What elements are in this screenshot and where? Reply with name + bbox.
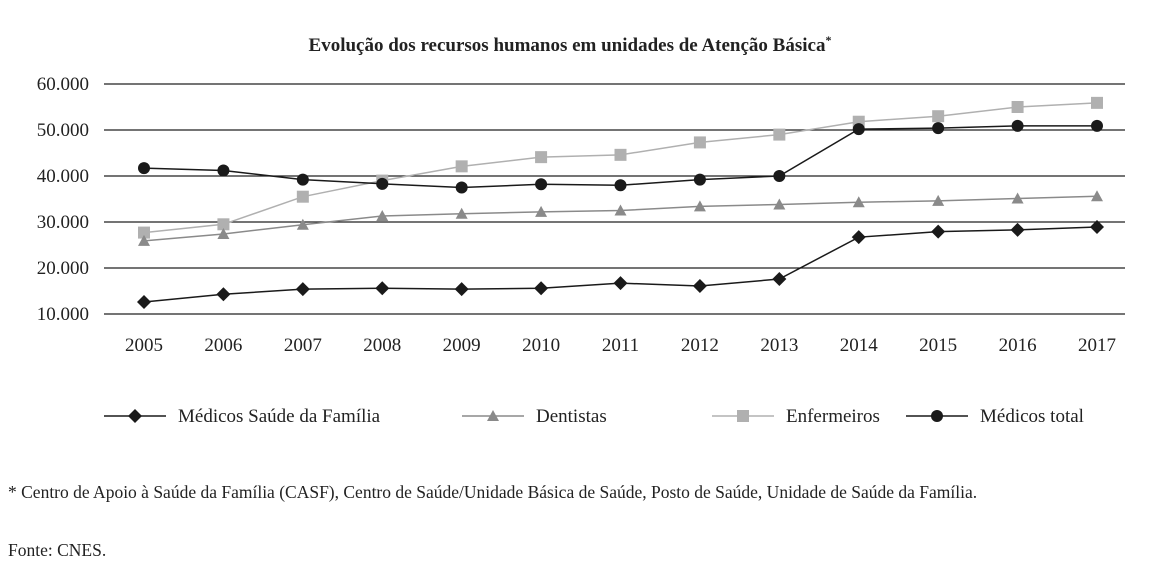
legend-item: Enfermeiros bbox=[712, 406, 880, 427]
data-point bbox=[455, 181, 468, 194]
data-point bbox=[535, 151, 548, 164]
series-square bbox=[138, 96, 1103, 239]
series-diamond bbox=[137, 220, 1104, 310]
y-tick-labels: 10.000 20.000 30.000 40.000 50.000 60.000 bbox=[37, 74, 89, 325]
x-tick-label: 2015 bbox=[919, 335, 957, 356]
data-point bbox=[693, 200, 706, 212]
data-point bbox=[852, 123, 865, 136]
data-point bbox=[613, 276, 628, 291]
legend-label: Enfermeiros bbox=[786, 406, 880, 427]
data-point bbox=[773, 198, 786, 210]
series-triangle bbox=[138, 190, 1103, 246]
data-point bbox=[692, 278, 707, 293]
data-point bbox=[932, 122, 945, 135]
data-point bbox=[455, 160, 468, 173]
legend-item: Médicos total bbox=[906, 406, 1084, 427]
data-point bbox=[138, 226, 150, 239]
data-point bbox=[931, 224, 946, 239]
grid bbox=[104, 83, 1125, 315]
data-point bbox=[614, 204, 627, 216]
data-point bbox=[295, 282, 310, 297]
legend-item: Médicos Saúde da Família bbox=[104, 406, 381, 427]
y-tick-label: 20.000 bbox=[37, 258, 89, 279]
data-point bbox=[217, 164, 230, 177]
chart: Evolução dos recursos humanos em unidade… bbox=[37, 33, 1125, 427]
data-point bbox=[932, 194, 945, 206]
legend-marker bbox=[487, 410, 499, 421]
data-point bbox=[376, 210, 389, 222]
data-point bbox=[296, 218, 309, 230]
legend-label: Médicos total bbox=[980, 406, 1084, 427]
legend-marker bbox=[931, 410, 943, 422]
data-point bbox=[376, 177, 389, 190]
data-point bbox=[217, 227, 230, 239]
footnote: * Centro de Apoio à Saúde da Família (CA… bbox=[8, 482, 978, 502]
data-point bbox=[454, 282, 469, 297]
data-point bbox=[1091, 119, 1103, 132]
data-point bbox=[1011, 192, 1024, 204]
data-point bbox=[137, 295, 151, 310]
x-tick-label: 2013 bbox=[760, 335, 798, 356]
data-point bbox=[932, 110, 945, 123]
data-point bbox=[1091, 96, 1103, 109]
data-point bbox=[138, 162, 150, 175]
data-point bbox=[693, 173, 706, 186]
data-point bbox=[375, 281, 390, 296]
data-point bbox=[693, 136, 706, 149]
x-tick-label: 2010 bbox=[522, 335, 560, 356]
data-point bbox=[772, 272, 787, 287]
data-point bbox=[1090, 220, 1104, 235]
x-tick-label: 2008 bbox=[363, 335, 401, 356]
data-point bbox=[1091, 190, 1103, 202]
series-circle bbox=[138, 119, 1103, 194]
data-point bbox=[534, 281, 549, 296]
series-line bbox=[143, 226, 1098, 303]
data-point bbox=[216, 287, 231, 302]
y-tick-label: 50.000 bbox=[37, 120, 89, 141]
x-tick-label: 2006 bbox=[204, 335, 242, 356]
data-point bbox=[773, 128, 786, 141]
legend-marker bbox=[128, 409, 142, 423]
x-tick-label: 2011 bbox=[602, 335, 639, 356]
x-tick-label: 2007 bbox=[284, 335, 322, 356]
chart-title: Evolução dos recursos humanos em unidade… bbox=[309, 33, 832, 56]
data-point bbox=[1010, 222, 1025, 237]
x-tick-label: 2017 bbox=[1078, 335, 1116, 356]
x-tick-label: 2012 bbox=[681, 335, 719, 356]
legend-label: Dentistas bbox=[536, 406, 607, 427]
data-point bbox=[773, 170, 786, 182]
data-point bbox=[535, 178, 548, 191]
x-tick-label: 2009 bbox=[443, 335, 481, 356]
data-point bbox=[1011, 101, 1024, 113]
legend-marker bbox=[737, 410, 749, 422]
legend: Médicos Saúde da Família Dentistas Enferme… bbox=[104, 406, 1084, 427]
y-tick-label: 40.000 bbox=[37, 166, 89, 187]
data-point bbox=[296, 190, 309, 203]
x-tick-label: 2014 bbox=[840, 335, 879, 356]
legend-label: Médicos Saúde da Família bbox=[178, 406, 381, 427]
data-point bbox=[217, 218, 230, 231]
x-tick-labels: 2005 2006 2007 2008 2009 2010 2011 2012 2013 2014… bbox=[125, 335, 1116, 356]
chart-title-text: Evolução dos recursos humanos em unidade… bbox=[309, 35, 826, 56]
y-tick-label: 60.000 bbox=[37, 74, 89, 95]
y-tick-label: 10.000 bbox=[37, 304, 89, 325]
chart-title-marker: * bbox=[825, 33, 831, 47]
data-point bbox=[455, 207, 468, 219]
x-tick-label: 2005 bbox=[125, 335, 163, 356]
source-note: Fonte: CNES. bbox=[8, 540, 107, 560]
data-point bbox=[614, 148, 627, 161]
data-point bbox=[851, 230, 866, 245]
x-tick-label: 2016 bbox=[999, 335, 1037, 356]
data-point bbox=[138, 234, 150, 246]
data-point bbox=[1011, 119, 1024, 132]
data-point bbox=[852, 196, 865, 208]
y-tick-label: 30.000 bbox=[37, 212, 89, 233]
series-group bbox=[137, 96, 1104, 310]
data-point bbox=[296, 173, 309, 186]
data-point bbox=[535, 205, 548, 217]
data-point bbox=[614, 179, 627, 192]
legend-item: Dentistas bbox=[462, 406, 607, 427]
